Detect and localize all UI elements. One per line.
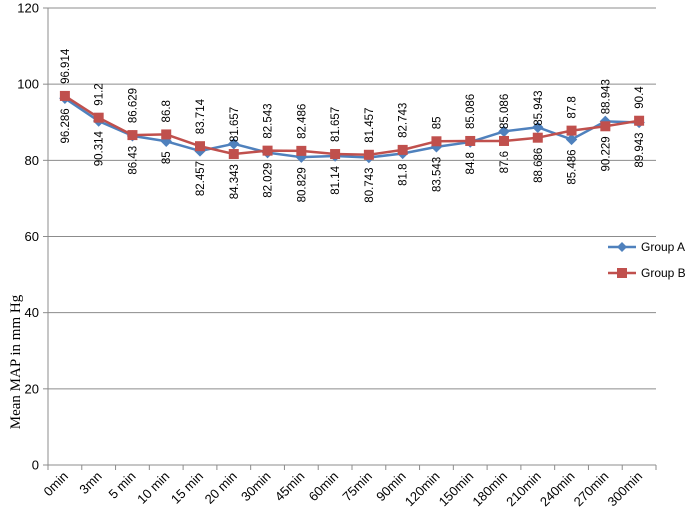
data-label-group-a: 85 — [161, 151, 173, 164]
data-point-diamond — [532, 121, 544, 133]
data-label-group-a: 89.943 — [634, 132, 646, 167]
data-label-group-b: 90.4 — [634, 86, 646, 109]
legend-label: Group B — [641, 266, 686, 280]
data-point-square — [532, 132, 543, 143]
data-point-square — [93, 112, 104, 123]
data-label-group-b: 85.086 — [465, 94, 477, 129]
data-label-group-b: 82.543 — [263, 103, 275, 138]
data-label-group-a: 84.8 — [465, 152, 477, 174]
data-labels: 96.914 91.2 86.629 86.8 83.714 81.657 82.543 82… — [60, 48, 646, 203]
data-point-square — [600, 121, 611, 132]
data-point-square — [127, 130, 138, 141]
data-label-group-b: 82.743 — [398, 103, 410, 138]
data-point-square — [397, 144, 408, 155]
data-point-square — [59, 90, 70, 101]
legend-marker-square — [617, 268, 627, 278]
x-tick-label: 120min — [402, 469, 443, 510]
data-label-group-a: 96.286 — [60, 108, 72, 143]
data-point-square — [330, 149, 341, 160]
data-label-group-b: 85 — [431, 116, 443, 129]
x-tick-label: 3mn — [76, 469, 104, 497]
grid-lines — [48, 7, 656, 390]
data-label-group-b: 85.943 — [533, 91, 545, 126]
data-label-group-b: 96.914 — [60, 48, 72, 84]
data-label-group-b: 81.457 — [364, 108, 376, 143]
data-label-group-b: 91.2 — [94, 83, 106, 105]
data-label-group-a: 80.829 — [296, 167, 308, 202]
data-label-group-b: 88.943 — [600, 79, 612, 114]
data-label-group-a: 84.343 — [229, 164, 241, 199]
data-label-group-b: 81.657 — [330, 107, 342, 142]
y-tick-label: 40 — [25, 305, 39, 320]
y-tick-label: 20 — [25, 381, 39, 396]
x-tick-label: 15 min — [168, 469, 206, 507]
data-label-group-a: 83.543 — [431, 157, 443, 192]
data-point-square — [262, 145, 273, 156]
x-tick-label: 210min — [503, 469, 544, 510]
data-label-group-a: 90.229 — [600, 136, 612, 171]
data-label-group-b: 86.8 — [161, 100, 173, 122]
x-tick-label: 150min — [436, 469, 477, 510]
data-point-square — [465, 135, 476, 146]
data-label-group-a: 87.6 — [499, 151, 511, 173]
x-tick-label: 45min — [272, 469, 308, 505]
data-point-square — [431, 136, 442, 147]
legend-label: Group A — [641, 240, 685, 254]
y-axis-ticks: 0 20 40 60 80 100 120 — [17, 1, 48, 473]
x-tick-label: 30min — [238, 469, 274, 505]
x-tick-label: 180min — [469, 469, 510, 510]
x-tick-label: 75min — [339, 469, 375, 505]
data-label-group-b: 86.629 — [127, 88, 139, 123]
y-tick-label: 80 — [25, 153, 39, 168]
data-label-group-a: 82.457 — [195, 161, 207, 196]
data-label-group-a: 82.029 — [263, 163, 275, 198]
data-label-group-b: 85.086 — [499, 94, 511, 129]
data-point-square — [566, 125, 577, 136]
legend: Group A Group B — [608, 240, 686, 280]
legend-marker-diamond — [617, 242, 627, 252]
data-label-group-b: 87.8 — [567, 96, 579, 118]
y-tick-label: 0 — [32, 458, 39, 473]
data-point-diamond — [228, 138, 240, 150]
data-label-group-a: 90.314 — [94, 130, 106, 166]
series-group — [59, 90, 645, 164]
x-tick-label: 20 min — [202, 469, 240, 507]
x-tick-label: 240min — [537, 469, 578, 510]
data-point-square — [161, 129, 172, 140]
y-tick-label: 60 — [25, 229, 39, 244]
series-line-group-a — [64, 97, 640, 159]
data-label-group-a: 80.743 — [364, 168, 376, 203]
data-point-diamond — [565, 133, 578, 146]
data-point-square — [195, 141, 205, 152]
series-line-group-b — [64, 94, 640, 157]
data-point-square — [296, 145, 307, 156]
data-label-group-b: 82.486 — [296, 104, 308, 139]
x-tick-label: 0min — [40, 469, 71, 500]
data-point-square — [228, 149, 239, 160]
data-point-square — [363, 149, 374, 160]
data-label-group-a: 86.43 — [127, 146, 139, 175]
data-label-group-b: 81.657 — [229, 107, 241, 142]
x-tick-label: 60min — [306, 469, 342, 505]
data-label-group-a: 81.8 — [398, 163, 410, 185]
data-point-square — [634, 115, 645, 126]
x-tick-label: 10 min — [134, 469, 172, 507]
y-axis-label: Mean MAP in mm Hg — [8, 294, 24, 429]
data-label-group-a: 85.486 — [567, 149, 579, 184]
data-point-square — [499, 135, 509, 146]
y-tick-label: 120 — [17, 1, 39, 16]
data-label-group-b: 83.714 — [195, 98, 207, 134]
x-tick-label: 270min — [571, 469, 612, 510]
data-label-group-a: 81.14 — [330, 165, 342, 194]
y-tick-label: 100 — [17, 77, 39, 92]
data-label-group-a: 88.686 — [533, 148, 545, 183]
x-tick-label: 300min — [604, 469, 645, 510]
